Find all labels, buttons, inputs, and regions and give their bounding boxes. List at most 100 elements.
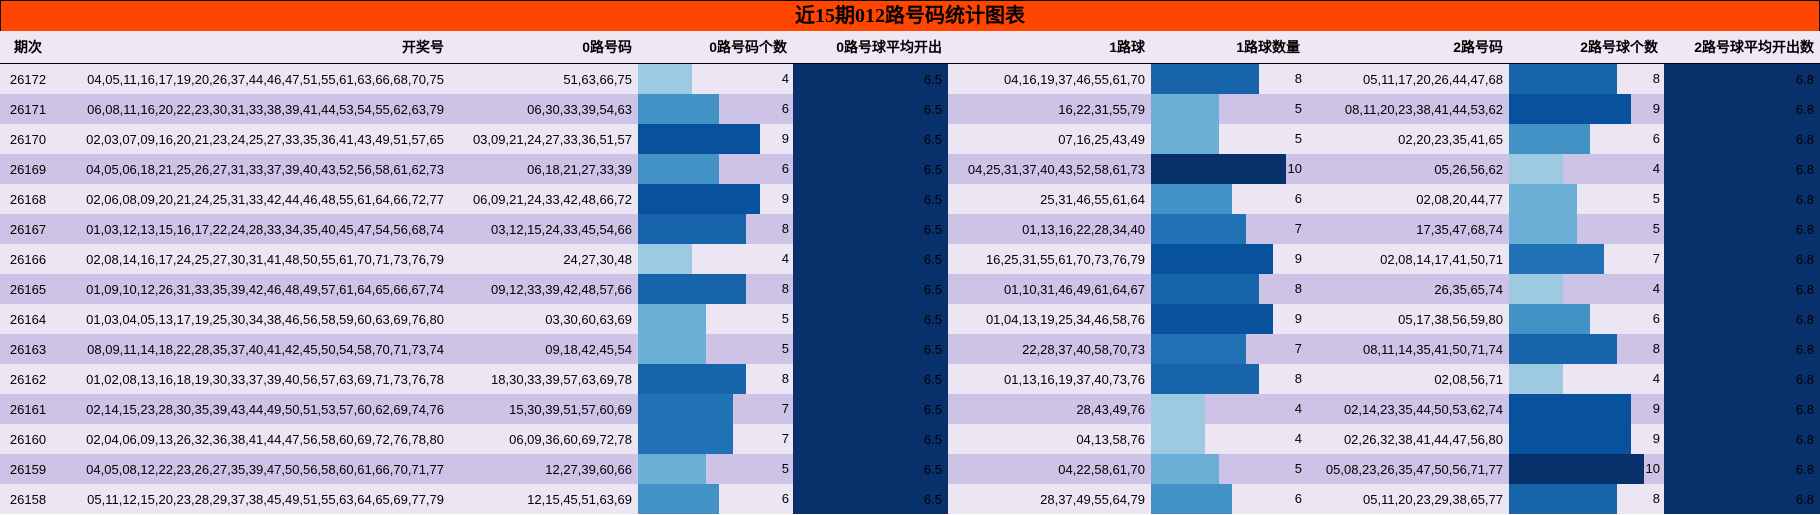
bar-mark xyxy=(1509,244,1604,274)
route0-avg-cell: 6.5 xyxy=(793,394,948,424)
route2-numbers-cell: 05,08,23,26,35,47,50,56,71,77 xyxy=(1306,454,1509,484)
route2-avg-cell: 6.8 xyxy=(1664,244,1820,274)
bar-value-label: 8 xyxy=(781,221,789,236)
route0-numbers-cell: 06,09,36,60,69,72,78 xyxy=(450,424,638,454)
bar-mark xyxy=(638,484,719,514)
bar-value-label: 5 xyxy=(1294,101,1302,116)
bar-value-label: 6 xyxy=(1294,191,1302,206)
draw-numbers-cell: 01,03,12,13,15,16,17,22,24,28,33,34,35,4… xyxy=(56,214,450,244)
route0-count-bar: 9 xyxy=(638,184,793,214)
bar-value-label: 6 xyxy=(781,161,789,176)
bar-mark xyxy=(638,124,760,154)
route2-count-bar: 4 xyxy=(1509,154,1664,184)
issue-cell: 26164 xyxy=(0,304,56,334)
route1-count-bar: 9 xyxy=(1151,304,1306,334)
route0-count-bar: 8 xyxy=(638,274,793,304)
draw-numbers-cell: 01,03,04,05,13,17,19,25,30,34,38,46,56,5… xyxy=(56,304,450,334)
bar-mark xyxy=(1151,454,1219,484)
bar-mark xyxy=(638,244,692,274)
draw-numbers-cell: 01,02,08,13,16,18,19,30,33,37,39,40,56,5… xyxy=(56,364,450,394)
route2-count-bar: 5 xyxy=(1509,214,1664,244)
issue-cell: 26160 xyxy=(0,424,56,454)
bar-value-label: 8 xyxy=(781,281,789,296)
draw-numbers-cell: 02,14,15,23,28,30,35,39,43,44,49,50,51,5… xyxy=(56,394,450,424)
route2-count-bar: 9 xyxy=(1509,424,1664,454)
bar-mark xyxy=(1151,64,1259,94)
bar-mark xyxy=(1151,424,1205,454)
issue-cell: 26158 xyxy=(0,484,56,514)
route1-numbers-cell: 22,28,37,40,58,70,73 xyxy=(948,334,1151,364)
draw-numbers-cell: 04,05,11,16,17,19,20,26,37,44,46,47,51,5… xyxy=(56,63,450,94)
bar-value-label: 4 xyxy=(1652,161,1660,176)
route1-numbers-cell: 25,31,46,55,61,64 xyxy=(948,184,1151,214)
bar-value-label: 6 xyxy=(781,491,789,506)
table-row: 26167 01,03,12,13,15,16,17,22,24,28,33,34… xyxy=(0,214,1820,244)
route0-avg-cell: 6.5 xyxy=(793,364,948,394)
bar-value-label: 6 xyxy=(1652,311,1660,326)
bar-mark xyxy=(638,334,706,364)
route1-numbers-cell: 04,25,31,37,40,43,52,58,61,73 xyxy=(948,154,1151,184)
issue-cell: 26172 xyxy=(0,63,56,94)
bar-mark xyxy=(1509,454,1644,484)
route1-numbers-cell: 16,25,31,55,61,70,73,76,79 xyxy=(948,244,1151,274)
route1-numbers-cell: 04,22,58,61,70 xyxy=(948,454,1151,484)
bar-mark xyxy=(1509,64,1617,94)
table-row: 26163 08,09,11,14,18,22,28,35,37,40,41,42… xyxy=(0,334,1820,364)
bar-mark xyxy=(1509,274,1563,304)
route1-count-bar: 6 xyxy=(1151,484,1306,514)
route0-avg-cell: 6.5 xyxy=(793,244,948,274)
table-row: 26171 06,08,11,16,20,22,23,30,31,33,38,39… xyxy=(0,94,1820,124)
bar-value-label: 7 xyxy=(1294,221,1302,236)
route0-numbers-cell: 06,09,21,24,33,42,48,66,72 xyxy=(450,184,638,214)
bar-value-label: 4 xyxy=(1294,401,1302,416)
route0-count-bar: 5 xyxy=(638,454,793,484)
bar-mark xyxy=(1151,484,1232,514)
bar-mark xyxy=(1509,184,1577,214)
bar-value-label: 4 xyxy=(1652,281,1660,296)
route1-count-bar: 10 xyxy=(1151,154,1306,184)
route2-count-bar: 6 xyxy=(1509,304,1664,334)
route1-count-bar: 5 xyxy=(1151,124,1306,154)
draw-numbers-cell: 08,09,11,14,18,22,28,35,37,40,41,42,45,5… xyxy=(56,334,450,364)
route1-numbers-cell: 16,22,31,55,79 xyxy=(948,94,1151,124)
bar-mark xyxy=(638,94,719,124)
table-row: 26168 02,06,08,09,20,21,24,25,31,33,42,44… xyxy=(0,184,1820,214)
route0-count-bar: 6 xyxy=(638,154,793,184)
route2-avg-cell: 6.8 xyxy=(1664,94,1820,124)
issue-cell: 26161 xyxy=(0,394,56,424)
draw-numbers-cell: 01,09,10,12,26,31,33,35,39,42,46,48,49,5… xyxy=(56,274,450,304)
route0-avg-cell: 6.5 xyxy=(793,274,948,304)
table-row: 26164 01,03,04,05,13,17,19,25,30,34,38,46… xyxy=(0,304,1820,334)
bar-mark xyxy=(1151,394,1205,424)
route1-count-bar: 5 xyxy=(1151,94,1306,124)
route1-count-bar: 9 xyxy=(1151,244,1306,274)
route0-numbers-cell: 12,27,39,60,66 xyxy=(450,454,638,484)
route0-count-bar: 6 xyxy=(638,484,793,514)
route2-count-bar: 8 xyxy=(1509,63,1664,94)
route1-numbers-cell: 01,10,31,46,49,61,64,67 xyxy=(948,274,1151,304)
route2-count-bar: 9 xyxy=(1509,394,1664,424)
bar-mark xyxy=(1509,154,1563,184)
route2-numbers-cell: 02,14,23,35,44,50,53,62,74 xyxy=(1306,394,1509,424)
route1-numbers-cell: 01,04,13,19,25,34,46,58,76 xyxy=(948,304,1151,334)
route0-count-bar: 8 xyxy=(638,364,793,394)
issue-cell: 26168 xyxy=(0,184,56,214)
bar-mark xyxy=(638,154,719,184)
route2-avg-cell: 6.8 xyxy=(1664,334,1820,364)
route2-avg-cell: 6.8 xyxy=(1664,304,1820,334)
bar-mark xyxy=(1509,364,1563,394)
bar-value-label: 10 xyxy=(1287,161,1302,176)
route2-numbers-cell: 05,17,38,56,59,80 xyxy=(1306,304,1509,334)
col-header: 0路号球平均开出 xyxy=(793,31,948,64)
route1-numbers-cell: 01,13,16,19,37,40,73,76 xyxy=(948,364,1151,394)
table-row: 26169 04,05,06,18,21,25,26,27,31,33,37,39… xyxy=(0,154,1820,184)
route0-numbers-cell: 06,18,21,27,33,39 xyxy=(450,154,638,184)
bar-mark xyxy=(1151,334,1246,364)
route0-numbers-cell: 03,12,15,24,33,45,54,66 xyxy=(450,214,638,244)
bar-value-label: 5 xyxy=(781,461,789,476)
route0-avg-cell: 6.5 xyxy=(793,154,948,184)
draw-numbers-cell: 02,03,07,09,16,20,21,23,24,25,27,33,35,3… xyxy=(56,124,450,154)
bar-value-label: 5 xyxy=(781,341,789,356)
bar-value-label: 10 xyxy=(1645,461,1660,476)
col-header: 2路号球平均开出数 xyxy=(1664,31,1820,64)
